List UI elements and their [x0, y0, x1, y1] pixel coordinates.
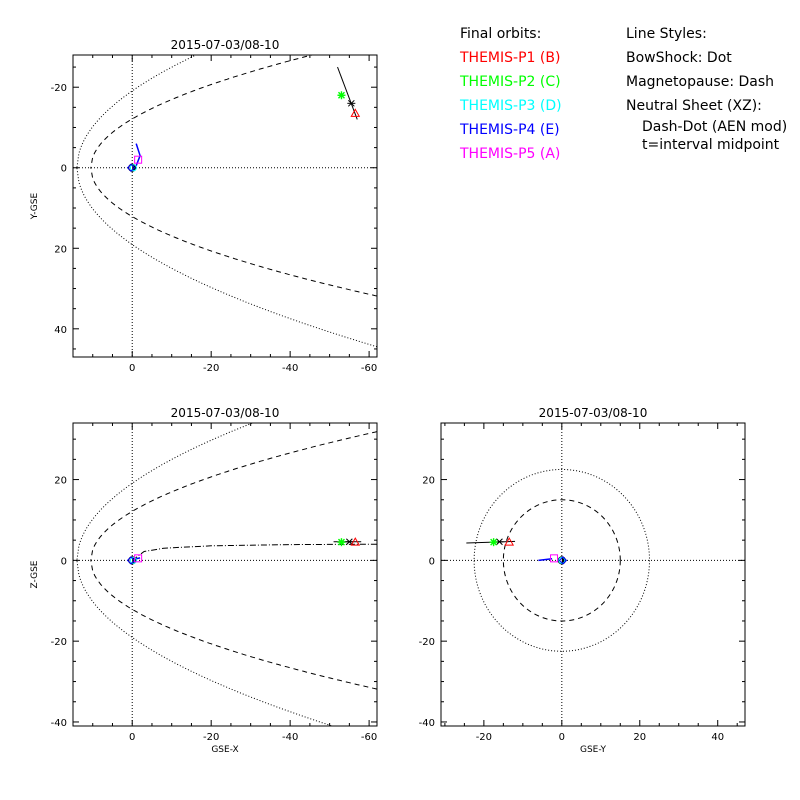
x-axis-label: GSE-Y — [580, 745, 607, 755]
probe-marker-p1 — [350, 108, 361, 117]
plot-frame — [72, 422, 378, 727]
legend-probe-p5: THEMIS-P5 (A) — [460, 146, 561, 162]
y-tick-label: 0 — [429, 556, 435, 567]
x-axis-label: GSE-X — [211, 745, 238, 755]
plot-title: 2015-07-03/08-10 — [539, 406, 648, 420]
probe-marker-p4 — [126, 556, 136, 565]
magnetopause-circle — [502, 499, 621, 622]
y-axis-label: Z-GSE — [30, 560, 40, 588]
orbit-track-midpoint-marker — [347, 99, 356, 107]
y-tick-label: 20 — [422, 476, 435, 487]
x-tick-label: -20 — [476, 732, 492, 743]
y-tick-label: 20 — [54, 244, 67, 255]
y-tick-label: -40 — [51, 718, 67, 729]
asterisk-stroke — [346, 538, 353, 546]
bow-shock-curve — [76, 423, 334, 726]
line-style-dash-dot: Dash-Dot (AEN mod) — [642, 119, 788, 135]
y-tick-label: 20 — [54, 476, 67, 487]
plot-frame — [72, 54, 378, 358]
plot-area — [73, 55, 377, 357]
orbits-legend-title: Final orbits: — [460, 26, 542, 42]
x-tick-label: -60 — [361, 732, 377, 743]
y-tick-label: -20 — [51, 637, 67, 648]
y-tick-label: -40 — [419, 718, 435, 729]
plot-panel-3: -20 0 20 40 20 0 -20 -40 2015-07-03/08-10 GSE-Y — [419, 406, 746, 755]
orbit-track-midpoint-marker — [345, 538, 354, 546]
y-tick-label: 40 — [54, 325, 67, 336]
legend-probe-p2: THEMIS-P2 (C) — [460, 74, 561, 90]
probe-p4-track — [538, 557, 553, 562]
y-tick-label: 0 — [61, 164, 67, 175]
line-style-neutral-sheet: Neutral Sheet (XZ): — [626, 98, 762, 114]
line-styles-title: Line Styles: — [626, 26, 707, 42]
legend-probe-p1: THEMIS-P1 (B) — [460, 50, 561, 66]
y-tick-label: -20 — [419, 637, 435, 648]
plot-area — [441, 423, 745, 726]
magnetopause-curve — [90, 431, 377, 690]
line-styles-legend: Line Styles: BowShock: Dot Magnetopause:… — [626, 22, 787, 154]
x-tick-label: -60 — [361, 363, 377, 374]
probe-marker-p3 — [129, 556, 137, 564]
plot-area — [73, 423, 377, 726]
asterisk-stroke — [337, 91, 345, 99]
x-tick-label: 0 — [129, 732, 135, 743]
probe-marker-p2 — [337, 538, 346, 547]
line-style-bowshock: BowShock: Dot — [626, 50, 732, 66]
probe-marker-p5 — [550, 554, 559, 563]
line-style-time-note: t=interval midpoint — [642, 137, 780, 153]
y-tick-label: -20 — [51, 83, 67, 94]
probe-marker-p1 — [350, 537, 361, 546]
probe-marker-p1 — [504, 537, 515, 546]
y-axis-label: Y-GSE — [30, 193, 40, 221]
x-tick-label: -20 — [203, 363, 219, 374]
line-style-magnetopause: Magnetopause: Dash — [626, 74, 775, 90]
magnetopause-curve — [90, 55, 377, 297]
plot-title: 2015-07-03/08-10 — [171, 406, 280, 420]
plot-title: 2015-07-03/08-10 — [171, 38, 280, 52]
legend-probe-p4: THEMIS-P4 (E) — [460, 122, 560, 138]
asterisk-stroke — [347, 99, 355, 107]
x-tick-label: 0 — [559, 732, 565, 743]
plot-panel-1: 0 -20 -40 -60 -20 0 20 40 2015-07-03/08-10 Y-GSE — [30, 38, 378, 374]
orbits-legend: Final orbits: THEMIS-P1 (B) THEMIS-P2 (C… — [460, 22, 562, 166]
probe-marker-p3 — [129, 164, 137, 172]
x-tick-label: -40 — [282, 363, 298, 374]
x-tick-label: 0 — [129, 363, 135, 374]
x-tick-label: -20 — [203, 732, 219, 743]
probe-marker-p5 — [134, 554, 143, 563]
probe-marker-p2 — [489, 538, 498, 547]
bow-shock-curve — [76, 55, 377, 348]
bow-shock-circle — [473, 468, 651, 652]
probe-marker-p5 — [134, 155, 143, 164]
neutral-sheet-curve — [131, 543, 377, 561]
probe-marker-p4 — [558, 556, 568, 565]
y-tick-label: 0 — [61, 556, 67, 567]
asterisk-stroke — [490, 538, 498, 546]
asterisk-stroke — [337, 538, 345, 546]
x-tick-label: 40 — [711, 732, 724, 743]
x-tick-label: 20 — [633, 732, 646, 743]
plot-frame — [440, 422, 746, 727]
probe-marker-p4 — [126, 163, 136, 172]
x-tick-label: -40 — [282, 732, 298, 743]
asterisk-stroke — [496, 538, 503, 546]
probe-p4-track — [135, 143, 141, 166]
plot-panel-2: 0 -20 -40 -60 20 0 -20 -40 2015-07-03/08-10 GSE-X… — [30, 406, 378, 755]
legend-probe-p3: THEMIS-P3 (D) — [460, 98, 562, 114]
probe-marker-p2 — [337, 91, 346, 100]
